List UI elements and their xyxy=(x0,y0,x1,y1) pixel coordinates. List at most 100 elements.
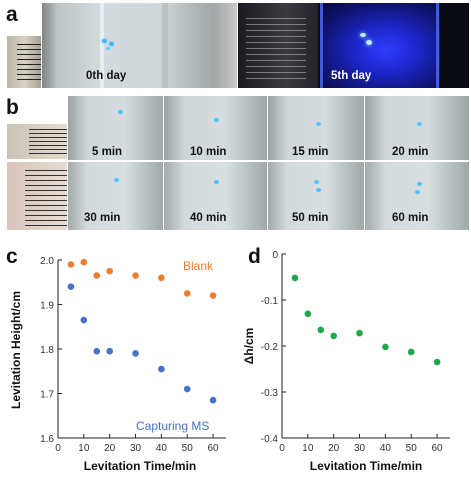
chart-c-point-series0 xyxy=(158,274,165,282)
chart-c-axes xyxy=(57,260,226,439)
chart-c-point-series1 xyxy=(132,350,139,357)
chart-d-point-series0 xyxy=(356,329,363,337)
chart-c-point-series1 xyxy=(80,316,88,324)
chart-d-xtick-label: 30 xyxy=(354,443,366,454)
chart-d-ytick-label: -0.3 xyxy=(261,388,279,399)
chart-c-xtick-label: 60 xyxy=(208,443,220,454)
chart-d-point-series0 xyxy=(291,274,299,282)
chart-c-point-series0 xyxy=(209,292,217,299)
chart-c-xtick-label: 30 xyxy=(130,443,142,454)
ruler-photo-a xyxy=(7,36,41,88)
frame-caption: 40 min xyxy=(190,212,227,224)
particle-icon xyxy=(314,180,319,184)
chart-d-xtick-label: 60 xyxy=(432,443,444,454)
chart-d-point-series0 xyxy=(317,326,325,334)
chart-c-ytick-label: 1.6 xyxy=(40,434,54,445)
chart-d-point-series0 xyxy=(382,343,389,351)
frame-photo-6 xyxy=(164,162,267,230)
frame-caption: 20 min xyxy=(392,146,429,158)
particle-icon xyxy=(417,122,422,126)
frame-caption: 15 min xyxy=(292,146,329,158)
frame-caption: 30 min xyxy=(84,212,121,224)
chart-d-ylabel: Δh/cm xyxy=(242,328,256,365)
frame-photo-8 xyxy=(365,162,469,230)
chart-d-xtick-label: 10 xyxy=(302,443,314,454)
chart-c-xtick-label: 40 xyxy=(156,443,168,454)
chart-d-ytick-label: -0.2 xyxy=(261,342,279,353)
chart-d-point-series0 xyxy=(433,358,441,366)
particle-icon xyxy=(360,33,366,37)
chart-c-ytick-label: 1.8 xyxy=(40,345,54,356)
chart-d-xtick-label: 20 xyxy=(328,443,340,454)
chart-c-ytick-label: 1.7 xyxy=(40,390,54,401)
chart-c-ytick-label: 2.0 xyxy=(40,256,54,267)
chart-c-point-series1 xyxy=(106,347,113,355)
chart-d-xtick-label: 40 xyxy=(380,443,392,454)
particle-icon xyxy=(214,118,219,122)
particle-icon xyxy=(316,188,321,192)
chart-c-point-series1 xyxy=(93,347,101,355)
chart-c-point-series1 xyxy=(183,385,191,393)
chart-d-point-series0 xyxy=(304,310,312,318)
frame-caption: 60 min xyxy=(392,212,429,224)
particle-icon xyxy=(366,40,372,45)
particle-icon xyxy=(114,178,119,182)
caption-day0: 0th day xyxy=(86,70,127,82)
chart-c-xtick-label: 0 xyxy=(55,443,61,454)
panel-label-a: a xyxy=(6,3,18,26)
chart-c-point-series1 xyxy=(209,396,217,404)
panel-label-b: b xyxy=(6,96,19,119)
panel-label-c: c xyxy=(6,245,18,268)
chart-d-xtick-label: 50 xyxy=(406,443,418,454)
chart-d-axes xyxy=(281,254,450,439)
chart-c-point-series0 xyxy=(93,272,101,279)
frame-caption: 10 min xyxy=(190,146,227,158)
chart-d-ytick-label: -0.4 xyxy=(261,434,279,445)
chart-c-xlabel: Levitation Time/min xyxy=(84,459,196,473)
particle-icon xyxy=(109,42,114,46)
frame-caption: 50 min xyxy=(292,212,329,224)
photo-day5 xyxy=(238,3,469,88)
chart-c-ytick-label: 1.9 xyxy=(40,301,54,312)
particle-icon xyxy=(417,182,422,186)
chart-c-point-series0 xyxy=(132,272,139,279)
frame-photo-7 xyxy=(268,162,364,230)
chart-c: 1.6 1.7 1.8 1.9 2.0 0 10 20 30 40 50 60 Levitation… xyxy=(9,256,226,473)
chart-d-ytick-label: 0 xyxy=(272,250,278,261)
chart-d-xlabel: Levitation Time/min xyxy=(310,459,422,473)
chart-c-xtick-label: 20 xyxy=(104,443,116,454)
frame-photo-3 xyxy=(268,96,364,160)
frame-caption: 5 min xyxy=(92,146,123,158)
chart-c-xtick-label: 10 xyxy=(78,443,90,454)
chart-d: 0 -0.1 -0.2 -0.3 -0.4 0 10 20 30 40 50 60 Δh/cm Le… xyxy=(242,250,450,473)
chart-c-point-series0 xyxy=(183,290,191,297)
frame-photo-1 xyxy=(68,96,163,160)
legend-blank: Blank xyxy=(183,259,214,273)
caption-day5: 5th day xyxy=(331,70,372,82)
chart-d-ytick-label: -0.1 xyxy=(261,296,279,307)
legend-capturing: Capturing MS xyxy=(136,419,209,433)
frame-photo-4 xyxy=(365,96,469,160)
chart-c-point-series0 xyxy=(67,261,75,268)
chart-c-point-series1 xyxy=(67,283,75,290)
chart-d-xtick-label: 0 xyxy=(279,443,285,454)
frame-photo-2 xyxy=(164,96,267,160)
particle-icon xyxy=(106,47,110,50)
chart-c-ylabel: Levitation Height/cm xyxy=(9,291,23,409)
chart-c-point-series0 xyxy=(80,258,88,266)
panel-label-d: d xyxy=(248,245,261,268)
chart-d-point-series0 xyxy=(407,348,415,356)
chart-d-point-series0 xyxy=(330,332,337,340)
frame-photo-5 xyxy=(68,162,163,230)
chart-c-point-series0 xyxy=(106,267,113,275)
particle-icon xyxy=(316,122,321,126)
photo-day0 xyxy=(42,3,237,88)
particle-icon xyxy=(214,180,219,184)
particle-icon xyxy=(102,39,107,43)
chart-c-xtick-label: 50 xyxy=(182,443,194,454)
particle-icon xyxy=(415,190,420,194)
particle-icon xyxy=(118,110,123,114)
chart-c-point-series1 xyxy=(158,365,165,373)
ruler-photo-b-bottom xyxy=(7,162,67,230)
ruler-photo-b-top xyxy=(7,124,67,159)
